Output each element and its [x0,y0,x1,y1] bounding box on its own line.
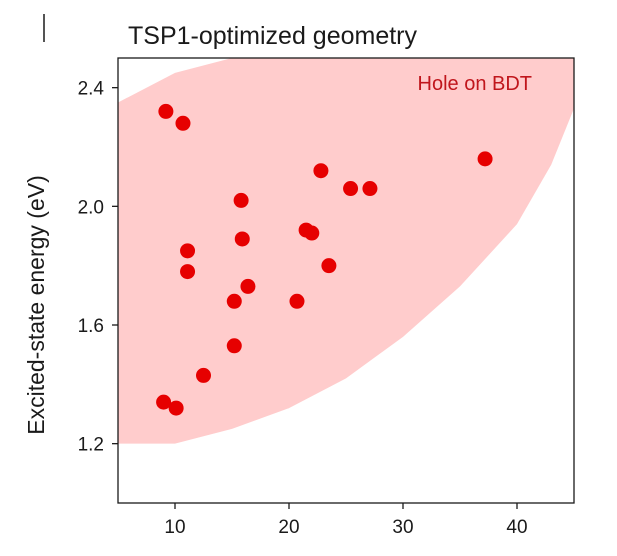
plot-frame [117,57,575,504]
plot-area: 10 20 30 40 1.2 1.6 2.0 2.4 [78,57,575,538]
data-point [180,243,196,259]
data-point [304,225,320,241]
data-point [226,338,242,354]
y-tick-label: 1.2 [78,435,104,456]
data-point [158,103,174,119]
x-tick-label: 40 [506,517,527,538]
data-point [196,367,211,383]
chart-title: TSP1-optimized geometry [128,22,418,50]
x-tick-label: 10 [164,517,185,538]
data-point [180,264,196,280]
data-point [240,278,256,294]
x-axis: 10 20 30 40 [164,503,528,538]
y-axis-label: Excited-state energy (eV) [23,175,49,435]
data-point [362,181,378,197]
x-tick-label: 30 [392,517,413,538]
data-point [321,258,337,274]
data-point [234,231,250,247]
data-point [175,115,191,131]
data-point [168,400,184,416]
annotation-label: Hole on BDT [418,73,533,95]
data-point [313,163,329,179]
data-point [477,151,493,167]
data-point [343,181,359,197]
x-tick-label: 20 [278,517,299,538]
y-tick-label: 2.4 [78,79,105,100]
y-axis: 1.2 1.6 2.0 2.4 [78,79,118,456]
data-point [289,293,305,309]
data-point [233,192,249,208]
data-point [226,293,242,309]
data-points [156,103,493,416]
data-point [156,394,172,410]
y-tick-label: 2.0 [78,197,104,218]
y-tick-label: 1.6 [78,316,104,337]
